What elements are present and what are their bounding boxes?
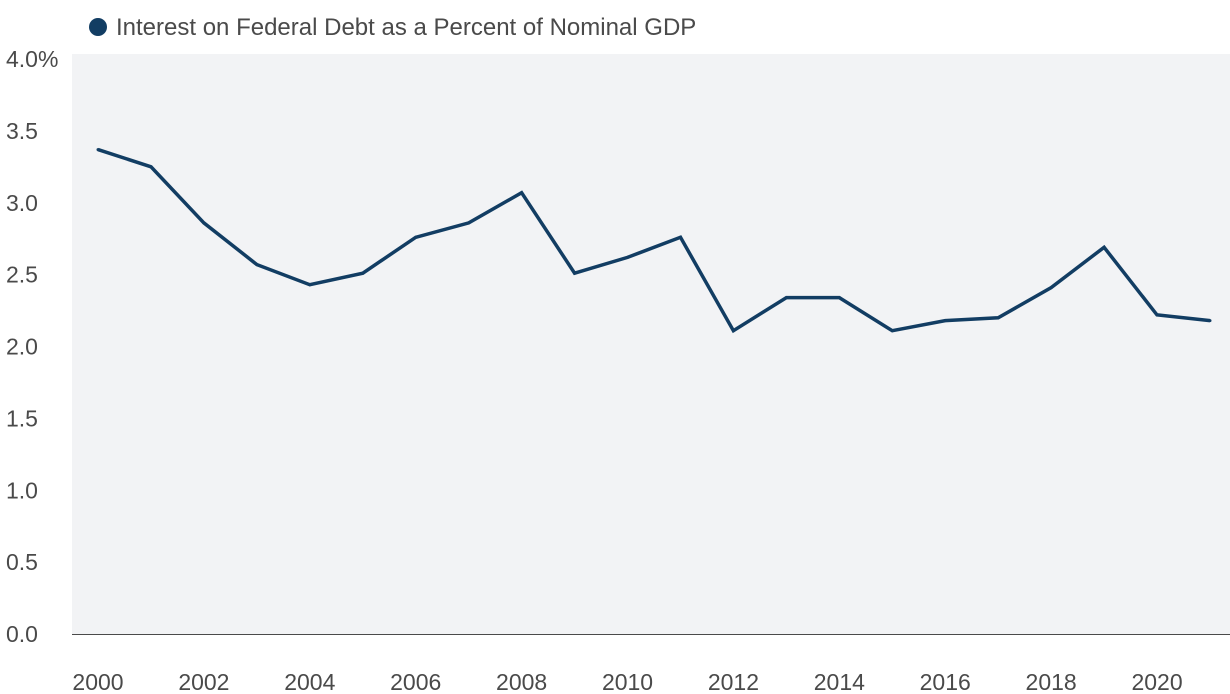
- legend-marker: [89, 18, 107, 36]
- data-point: [520, 191, 524, 195]
- data-point: [1049, 286, 1053, 290]
- y-tick-label: 0.0: [6, 621, 38, 647]
- x-tick-label: 2014: [814, 669, 865, 694]
- x-tick-label: 2000: [72, 669, 123, 694]
- plot-background: [72, 54, 1230, 634]
- data-point: [1208, 319, 1212, 323]
- data-point: [414, 235, 418, 239]
- x-tick-label: 2012: [708, 669, 759, 694]
- y-tick-label: 2.0: [6, 334, 38, 360]
- y-tick-label: 0.5: [6, 549, 38, 575]
- x-tick-label: 2002: [178, 669, 229, 694]
- x-tick-label: 2020: [1131, 669, 1182, 694]
- x-tick-label: 2016: [920, 669, 971, 694]
- data-point: [255, 263, 259, 267]
- y-axis-ticks: 4.0% 3.5 3.0 2.5 2.0 1.5 1.0 0.5 0.0: [6, 46, 58, 647]
- y-tick-label: 1.5: [6, 405, 38, 431]
- data-point: [626, 255, 630, 259]
- data-point: [308, 283, 312, 287]
- x-tick-label: 2010: [602, 669, 653, 694]
- legend-label: Interest on Federal Debt as a Percent of…: [116, 14, 696, 41]
- data-point: [1155, 313, 1159, 317]
- data-point: [943, 319, 947, 323]
- y-tick-label: 2.5: [6, 262, 38, 288]
- data-point: [784, 296, 788, 300]
- x-tick-label: 2004: [284, 669, 335, 694]
- data-point: [361, 271, 365, 275]
- y-tick-label: 3.0: [6, 190, 38, 216]
- x-axis-ticks: 2000 2002 2004 2006 2008 2010 2012 2014 2016 2018…: [72, 669, 1182, 694]
- data-point: [837, 296, 841, 300]
- y-tick-label: 3.5: [6, 118, 38, 144]
- x-tick-label: 2006: [390, 669, 441, 694]
- x-tick-label: 2008: [496, 669, 547, 694]
- data-point: [731, 329, 735, 333]
- data-point: [573, 271, 577, 275]
- data-point: [467, 221, 471, 225]
- x-tick-label: 2018: [1026, 669, 1077, 694]
- data-point: [1102, 245, 1106, 249]
- data-point: [96, 148, 100, 152]
- y-tick-label: 4.0%: [6, 46, 58, 72]
- data-point: [149, 165, 153, 169]
- data-point: [996, 316, 1000, 320]
- series-group: [96, 147, 1212, 334]
- data-point: [678, 235, 682, 239]
- series-line: [97, 147, 1211, 334]
- y-tick-label: 1.0: [6, 477, 38, 503]
- legend: Interest on Federal Debt as a Percent of…: [89, 14, 696, 41]
- data-point: [890, 329, 894, 333]
- data-point: [202, 221, 206, 225]
